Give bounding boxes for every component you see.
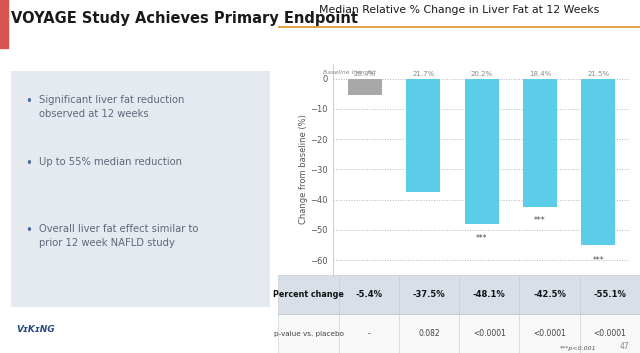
Text: -55.1%: -55.1% [593,290,627,299]
FancyBboxPatch shape [11,71,270,307]
Text: ***: *** [534,216,546,225]
Bar [348,79,382,95]
Text: -37.5%: -37.5% [413,290,445,299]
Text: •: • [25,224,32,237]
Text: -42.5%: -42.5% [533,290,566,299]
Text: •: • [25,157,32,170]
Bar [523,79,557,207]
Text: Median Relative % Change in Liver Fat at 12 Weeks: Median Relative % Change in Liver Fat at… [319,5,599,15]
Text: •: • [25,95,32,108]
Text: <0.0001: <0.0001 [533,329,566,338]
Text: 21.7%: 21.7% [412,71,435,77]
Text: Up to 55% median reduction: Up to 55% median reduction [39,157,182,167]
Text: <0.0001: <0.0001 [473,329,506,338]
Text: 20.2%: 20.2% [470,71,493,77]
Text: <0.0001: <0.0001 [593,329,627,338]
Text: VɪKɪNG: VɪKɪNG [17,325,55,334]
Text: Baseline liver fat: Baseline liver fat [323,70,376,75]
Text: 20.4%: 20.4% [354,71,376,77]
Text: ***: *** [593,256,604,265]
Text: ***p<0.001: ***p<0.001 [560,346,596,351]
Text: Percent change: Percent change [273,290,344,299]
Text: 21.5%: 21.5% [588,71,609,77]
Text: -48.1%: -48.1% [473,290,506,299]
Bar [278,275,640,314]
Text: -5.4%: -5.4% [355,290,382,299]
Text: 0.082: 0.082 [419,329,440,338]
Bar [465,79,499,224]
Text: Overall liver fat effect similar to
prior 12 week NAFLD study: Overall liver fat effect similar to prio… [39,224,198,248]
Text: 47: 47 [620,342,629,351]
Text: -: - [367,329,370,338]
Text: p-value vs. placebo: p-value vs. placebo [273,331,344,336]
Bar [0,0,8,48]
Text: 18.4%: 18.4% [529,71,551,77]
Bar [581,79,615,245]
Y-axis label: Change from baseline (%): Change from baseline (%) [298,114,308,225]
Bar [406,79,440,192]
Text: Significant liver fat reduction
observed at 12 weeks: Significant liver fat reduction observed… [39,95,184,119]
Text: VOYAGE Study Achieves Primary Endpoint: VOYAGE Study Achieves Primary Endpoint [11,11,358,25]
Text: ***: *** [476,234,488,244]
Bar [278,314,640,353]
